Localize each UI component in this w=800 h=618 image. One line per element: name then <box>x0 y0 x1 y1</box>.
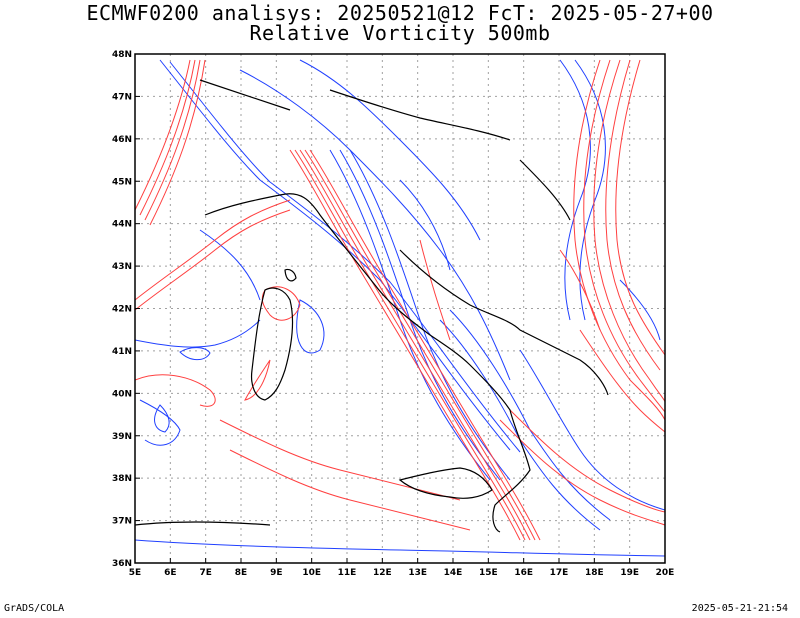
chart-title: ECMWF0200 analisys: 20250521@12 FcT: 202… <box>86 1 714 25</box>
lon-tick-label: 20E <box>656 568 675 578</box>
lon-tick-label: 14E <box>444 568 463 578</box>
lat-tick-label: 40N <box>112 389 132 399</box>
lat-tick-label: 48N <box>112 50 132 60</box>
lat-tick-label: 43N <box>112 262 132 272</box>
lat-tick-label: 45N <box>112 177 132 187</box>
lat-tick-label: 46N <box>112 135 132 145</box>
lon-tick-label: 9E <box>270 568 282 578</box>
lat-tick-label: 44N <box>112 220 132 230</box>
chart-subtitle: Relative Vorticity 500mb <box>249 21 551 45</box>
render-timestamp: 2025-05-21-21:54 <box>691 603 788 614</box>
lon-tick-label: 11E <box>338 568 357 578</box>
lon-tick-label: 15E <box>479 568 498 578</box>
lon-tick-label: 10E <box>302 568 321 578</box>
software-credit: GrADS/COLA <box>4 603 65 614</box>
lat-tick-label: 47N <box>112 92 132 102</box>
lon-tick-label: 13E <box>408 568 427 578</box>
lat-tick-label: 39N <box>112 432 132 442</box>
lon-tick-label: 12E <box>373 568 392 578</box>
coastlines <box>135 79 609 533</box>
contour-field <box>135 59 665 557</box>
lat-tick-label: 38N <box>112 474 132 484</box>
lon-tick-label: 17E <box>550 568 569 578</box>
lon-tick-label: 19E <box>620 568 639 578</box>
lat-tick-label: 41N <box>112 347 132 357</box>
lon-tick-label: 16E <box>514 568 533 578</box>
lon-tick-label: 18E <box>585 568 604 578</box>
lon-tick-label: 5E <box>129 568 141 578</box>
lon-tick-label: 6E <box>164 568 176 578</box>
positive-vorticity-contours <box>135 59 665 541</box>
lat-tick-label: 36N <box>112 559 132 569</box>
lat-tick-label: 42N <box>112 305 132 315</box>
map-axes: 5E 6E 7E 8E 9E 10E 11E 12E 13E 14E 15E 16E 17E 18E 19E… <box>112 50 674 578</box>
lon-tick-label: 7E <box>199 568 211 578</box>
lon-tick-label: 8E <box>235 568 247 578</box>
map-gridlines <box>135 54 665 563</box>
lat-tick-label: 37N <box>112 517 132 527</box>
